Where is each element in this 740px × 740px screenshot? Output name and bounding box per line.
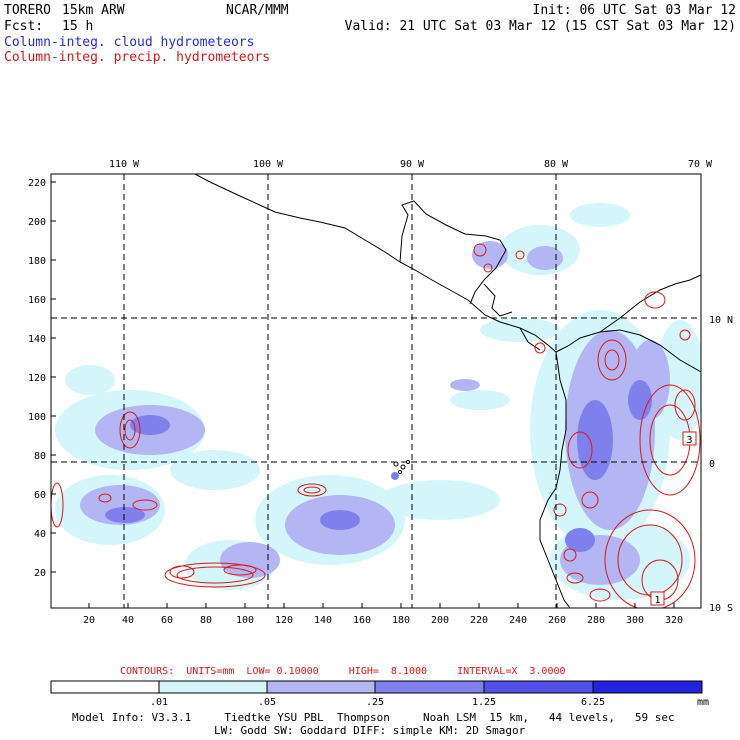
colorbar-label: 6.25 [581, 697, 605, 708]
lat-label: 0 [709, 459, 715, 470]
y-tick-marks [51, 181, 56, 573]
y-tick-label: 100 [28, 412, 46, 423]
y-tick-label: 60 [34, 490, 46, 501]
colorbar-label: .01 [150, 697, 168, 708]
high-value: 3 [686, 435, 692, 446]
x-tick-marks [88, 603, 675, 608]
model-name: TORERO [4, 3, 51, 18]
x-tick-label: 80 [200, 615, 212, 626]
high-value: 1 [654, 595, 660, 606]
forecast-hour: 15 h [62, 19, 94, 34]
model-physics: LW: Godd SW: Goddard DIFF: simple KM: 2D… [214, 724, 526, 737]
x-tick-label: 140 [314, 615, 332, 626]
valid-time: Valid: 21 UTC Sat 03 Mar 12 (15 CST Sat … [344, 19, 736, 34]
y-tick-label: 140 [28, 334, 46, 345]
lon-label: 110 W [109, 159, 140, 170]
colorbar-segment [592, 680, 703, 694]
x-tick-label: 160 [353, 615, 371, 626]
x-tick-label: 200 [431, 615, 449, 626]
y-tick-label: 120 [28, 373, 46, 384]
coastlines [194, 174, 701, 608]
lon-label: 100 W [253, 159, 284, 170]
colorbar-segment [374, 680, 485, 694]
y-tick-label: 40 [34, 529, 46, 540]
colorbar-segment [266, 680, 376, 694]
y-tick-label: 160 [28, 295, 46, 306]
y-tick-label: 80 [34, 451, 46, 462]
lon-label: 90 W [400, 159, 425, 170]
x-tick-label: 220 [470, 615, 488, 626]
y-tick-label: 200 [28, 217, 46, 228]
colorbar-label: .25 [366, 697, 384, 708]
lat-label: 10 S [709, 603, 733, 614]
x-tick-label: 40 [122, 615, 134, 626]
x-tick-label: 260 [548, 615, 566, 626]
legend-precip-hydrometeors: Column-integ. precip. hydrometeors [4, 50, 271, 65]
init-time: Init: 06 UTC Sat 03 Mar 12 [532, 3, 737, 18]
lon-label: 70 W [688, 159, 713, 170]
model-resolution: 15km ARW [62, 3, 125, 18]
lat-label: 10 N [709, 315, 733, 326]
y-tick-label: 220 [28, 178, 46, 189]
x-tick-label: 60 [161, 615, 173, 626]
x-tick-label: 120 [275, 615, 293, 626]
x-tick-label: 100 [236, 615, 254, 626]
organization: NCAR/MMM [226, 3, 289, 18]
x-tick-label: 320 [665, 615, 683, 626]
x-tick-label: 180 [392, 615, 410, 626]
model-info: Model Info: V3.3.1 Tiedtke YSU PBL Thomp… [72, 711, 675, 724]
map-frame [50, 173, 702, 609]
colorbar-label: 1.25 [472, 697, 496, 708]
forecast-label: Fcst: [4, 19, 44, 34]
colorbar-unit: mm [697, 697, 709, 708]
x-tick-label: 280 [587, 615, 605, 626]
graticule [51, 174, 701, 608]
y-tick-label: 180 [28, 256, 46, 267]
x-tick-label: 20 [83, 615, 95, 626]
high-marker [682, 431, 697, 446]
colorbar [50, 680, 703, 694]
colorbar-label: .05 [258, 697, 276, 708]
y-tick-label: 20 [34, 568, 46, 579]
colorbar-segment [50, 680, 160, 694]
x-tick-label: 300 [626, 615, 644, 626]
legend-cloud-hydrometeors: Column-integ. cloud hydrometeors [4, 35, 255, 50]
lon-label: 80 W [544, 159, 569, 170]
contour-info: CONTOURS: UNITS=mm LOW= 0.10000 HIGH= 8.… [120, 666, 566, 677]
colorbar-segment [483, 680, 594, 694]
x-tick-label: 240 [509, 615, 527, 626]
high-marker [650, 591, 665, 606]
precip-contours [51, 243, 701, 608]
colorbar-segment [158, 680, 268, 694]
